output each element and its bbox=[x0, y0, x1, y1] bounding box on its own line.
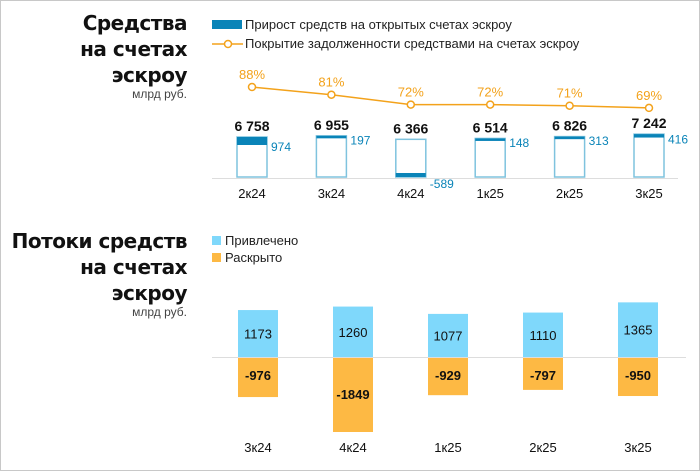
balance-bar bbox=[474, 137, 506, 178]
x-tick-label: 4к24 bbox=[339, 440, 366, 455]
chart1-title-line: на счетах bbox=[80, 37, 187, 61]
outflow-bar bbox=[238, 358, 278, 398]
coverage-point bbox=[485, 100, 495, 109]
inflow-bar bbox=[618, 302, 658, 357]
increase-bar bbox=[237, 137, 267, 145]
coverage-point bbox=[565, 101, 574, 110]
increase-bar bbox=[395, 173, 426, 177]
x-tick-label: 4к24 bbox=[397, 186, 424, 201]
coverage-point bbox=[247, 82, 257, 92]
outflow-label: -976 bbox=[245, 368, 271, 383]
coverage-label: 72% bbox=[398, 85, 424, 100]
x-tick-label: 3к24 bbox=[318, 186, 345, 201]
inflow-label: 1260 bbox=[339, 325, 368, 340]
increase-label: 416 bbox=[668, 133, 688, 147]
balance-bar bbox=[633, 133, 665, 178]
inflow-bar bbox=[238, 310, 278, 357]
legend-outflow-label: Раскрыто bbox=[225, 250, 283, 265]
legend-inflow: Привлечено bbox=[212, 233, 298, 248]
legend-increase: Прирост средств на открытых счетах эскро… bbox=[212, 17, 512, 32]
outflow-label: -929 bbox=[435, 368, 461, 383]
legend-increase-label: Прирост средств на открытых счетах эскро… bbox=[245, 17, 512, 32]
chart2-title: Потоки средств на счетах эскроу bbox=[11, 228, 188, 306]
increase-label: 313 bbox=[589, 134, 609, 148]
increase-label: 974 bbox=[271, 140, 291, 154]
coverage-point bbox=[406, 100, 416, 109]
coverage-label: 72% bbox=[477, 85, 503, 100]
inflow-bar bbox=[333, 306, 373, 357]
increase-bar bbox=[316, 135, 347, 139]
outflow-label: -950 bbox=[625, 368, 651, 383]
balance-label: 6 826 bbox=[552, 118, 587, 134]
balance-label: 6 514 bbox=[473, 119, 508, 135]
chart2-title-line: на счетах bbox=[80, 255, 187, 279]
chart2-unit: млрд руб. bbox=[132, 305, 187, 319]
inflow-bar bbox=[428, 313, 468, 357]
balance-bar bbox=[553, 135, 586, 178]
outflow-bar bbox=[523, 358, 563, 390]
x-tick-label: 1к25 bbox=[477, 186, 504, 201]
chart2-title-line: Потоки средств bbox=[11, 229, 188, 253]
x-tick-label: 3к25 bbox=[624, 440, 651, 455]
x-tick-label: 1к25 bbox=[434, 440, 461, 455]
balance-label: 7 242 bbox=[631, 115, 666, 131]
coverage-label: 71% bbox=[557, 86, 583, 101]
chart1-title: Средства на счетах эскроу bbox=[80, 10, 187, 88]
legend-outflow: Раскрыто bbox=[212, 250, 282, 265]
outflow-bar bbox=[618, 358, 658, 397]
x-tick-label: 3к25 bbox=[635, 186, 662, 201]
coverage-point bbox=[644, 103, 654, 113]
legend-increase-swatch bbox=[212, 20, 242, 29]
legend-inflow-swatch bbox=[212, 236, 221, 245]
balance-label: 6 955 bbox=[314, 117, 349, 133]
x-tick-label: 2к24 bbox=[238, 186, 265, 201]
x-tick-label: 3к24 bbox=[244, 440, 271, 455]
legend-coverage-swatch bbox=[212, 39, 243, 48]
increase-bar bbox=[634, 134, 664, 138]
coverage-label: 81% bbox=[318, 75, 344, 90]
balance-label: 6 758 bbox=[234, 118, 269, 134]
x-tick-label: 2к25 bbox=[529, 440, 556, 455]
coverage-label: 88% bbox=[239, 67, 265, 82]
outflow-bar bbox=[333, 358, 373, 432]
balance-label: 6 366 bbox=[393, 120, 428, 136]
increase-bar bbox=[475, 138, 506, 141]
inflow-label: 1077 bbox=[434, 328, 463, 343]
legend-outflow-swatch bbox=[212, 253, 221, 262]
outflow-label: -1849 bbox=[336, 387, 369, 402]
chart1-title-line: Средства bbox=[82, 11, 188, 35]
increase-bar bbox=[554, 136, 585, 140]
inflow-label: 1173 bbox=[244, 327, 272, 342]
legend-coverage: Покрытие задолженности средствами на сче… bbox=[212, 36, 579, 51]
legend-inflow-label: Привлечено bbox=[225, 233, 299, 248]
outflow-label: -797 bbox=[530, 368, 556, 383]
increase-label: 197 bbox=[350, 133, 370, 147]
balance-bar bbox=[315, 135, 348, 178]
inflow-bar bbox=[523, 312, 563, 357]
x-tick-label: 2к25 bbox=[556, 186, 583, 201]
chart1-title-line: эскроу bbox=[111, 63, 188, 87]
outflow-bar bbox=[428, 358, 468, 396]
increase-label: -589 bbox=[430, 177, 454, 191]
inflow-label: 1365 bbox=[624, 323, 653, 338]
chart1-unit: млрд руб. bbox=[132, 87, 187, 101]
coverage-point bbox=[327, 90, 336, 99]
coverage-label: 69% bbox=[636, 88, 662, 103]
coverage-line bbox=[251, 86, 650, 109]
increase-label: 148 bbox=[509, 136, 529, 150]
chart2-title-line: эскроу bbox=[111, 281, 188, 305]
inflow-label: 1110 bbox=[530, 328, 557, 343]
legend-coverage-label: Покрытие задолженности средствами на сче… bbox=[245, 36, 580, 51]
